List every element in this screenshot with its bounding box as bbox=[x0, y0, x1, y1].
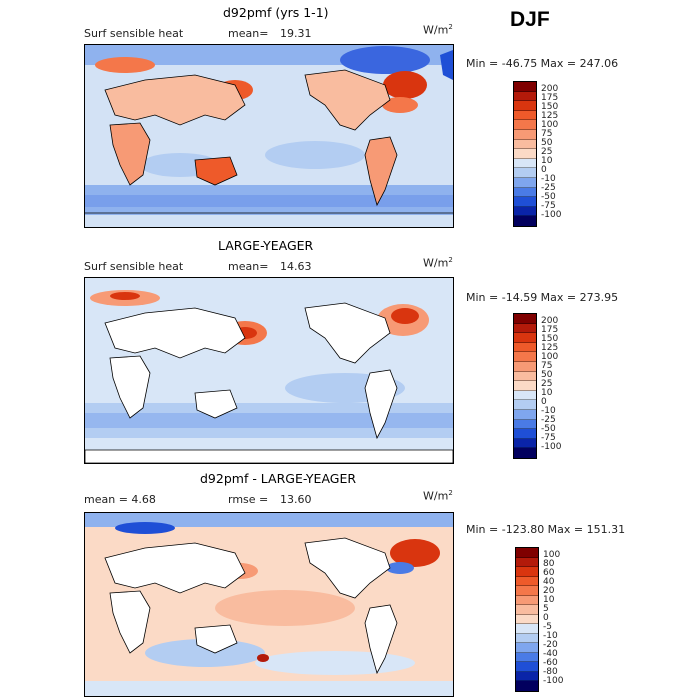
panel-2-map-svg bbox=[85, 278, 453, 463]
cbar-3-label: -60 bbox=[543, 658, 558, 668]
cbar-3-label: 40 bbox=[543, 577, 555, 587]
cbar-3-label: 5 bbox=[543, 604, 549, 614]
panel-1-map-svg bbox=[85, 45, 453, 227]
cbar-1-label: -100 bbox=[541, 210, 562, 220]
cbar-2-label: -75 bbox=[541, 433, 556, 443]
panel-3-rmse-value: 13.60 bbox=[280, 493, 312, 506]
cbar-1-label: -25 bbox=[541, 183, 556, 193]
cbar-2-label: 50 bbox=[541, 370, 553, 380]
cbar-1-label: 50 bbox=[541, 138, 553, 148]
panel-3-colorbar bbox=[515, 547, 539, 692]
cbar-1-label: -50 bbox=[541, 192, 556, 202]
cbar-3-label: -40 bbox=[543, 649, 558, 659]
cbar-1-label: 175 bbox=[541, 93, 559, 103]
cbar-3-label: -20 bbox=[543, 640, 558, 650]
panel-1-map bbox=[84, 44, 454, 228]
cbar-1-label: 150 bbox=[541, 102, 559, 112]
cbar-1-label: 75 bbox=[541, 129, 553, 139]
cbar-1-label: -75 bbox=[541, 201, 556, 211]
panel-1-title: d92pmf (yrs 1-1) bbox=[223, 5, 329, 20]
panel-1-minmax: Min = -46.75 Max = 247.06 bbox=[466, 57, 619, 70]
cbar-3-label: -10 bbox=[543, 631, 558, 641]
panel-3-minmax: Min = -123.80 Max = 151.31 bbox=[466, 523, 626, 536]
cbar-1-label: 25 bbox=[541, 147, 553, 157]
panel-2-minmax: Min = -14.59 Max = 273.95 bbox=[466, 291, 619, 304]
panel-1-mean-value: 19.31 bbox=[280, 27, 312, 40]
panel-1-mean-label: mean= bbox=[228, 27, 269, 40]
cbar-3-label: 20 bbox=[543, 586, 555, 596]
panel-1-colorbar-labels: 200 175 150 125 100 75 50 25 10 0 -10 -2… bbox=[541, 84, 581, 228]
cbar-3-label: 60 bbox=[543, 568, 555, 578]
cbar-2-label: -50 bbox=[541, 424, 556, 434]
panel-3-colorbar-labels: 100 80 60 40 20 10 5 0 -5 -10 -20 -40 -6… bbox=[543, 550, 583, 693]
cbar-3-label: -5 bbox=[543, 622, 552, 632]
panel-2-map bbox=[84, 277, 454, 464]
cbar-2-label: -10 bbox=[541, 406, 556, 416]
panel-2-title: LARGE-YEAGER bbox=[218, 238, 314, 253]
cbar-3-label: 10 bbox=[543, 595, 555, 605]
panel-2-mean-label: mean= bbox=[228, 260, 269, 273]
cbar-2-label: 200 bbox=[541, 316, 559, 326]
season-label: DJF bbox=[510, 8, 550, 31]
cbar-3-label: -100 bbox=[543, 676, 564, 686]
panel-2-colorbar-labels: 200 175 150 125 100 75 50 25 10 0 -10 -2… bbox=[541, 316, 581, 460]
cbar-2-label: 25 bbox=[541, 379, 553, 389]
cbar-1-label: 10 bbox=[541, 156, 553, 166]
cbar-1-label: 125 bbox=[541, 111, 559, 121]
panel-3-map-svg bbox=[85, 513, 453, 696]
cbar-3-label: -80 bbox=[543, 667, 558, 677]
panel-3-rmse-label: rmse = bbox=[228, 493, 269, 506]
cbar-1-label: 0 bbox=[541, 165, 547, 175]
panel-1-colorbar bbox=[513, 81, 537, 227]
panel-3-mean-text: mean = 4.68 bbox=[84, 493, 156, 506]
panel-2-mean-value: 14.63 bbox=[280, 260, 312, 273]
cbar-3-label: 0 bbox=[543, 613, 549, 623]
cbar-2-label: -100 bbox=[541, 442, 562, 452]
cbar-1-label: 200 bbox=[541, 84, 559, 94]
cbar-2-label: 100 bbox=[541, 352, 559, 362]
cbar-2-label: 150 bbox=[541, 334, 559, 344]
cbar-2-label: -25 bbox=[541, 415, 556, 425]
cbar-2-label: 75 bbox=[541, 361, 553, 371]
cbar-1-label: -10 bbox=[541, 174, 556, 184]
cbar-3-label: 100 bbox=[543, 550, 561, 560]
cbar-2-label: 10 bbox=[541, 388, 553, 398]
panel-3-units: W/m2 bbox=[423, 489, 453, 503]
cbar-3-label: 80 bbox=[543, 559, 555, 569]
panel-1-variable-label: Surf sensible heat bbox=[84, 27, 184, 40]
cbar-2-label: 125 bbox=[541, 343, 559, 353]
panel-2-variable-label: Surf sensible heat bbox=[84, 260, 184, 273]
panel-3-title: d92pmf - LARGE-YEAGER bbox=[200, 471, 357, 486]
cbar-2-label: 0 bbox=[541, 397, 547, 407]
panel-2-colorbar bbox=[513, 313, 537, 459]
panel-3-map bbox=[84, 512, 454, 697]
panel-1-units: W/m2 bbox=[423, 23, 453, 37]
cbar-2-label: 175 bbox=[541, 325, 559, 335]
panel-2-units: W/m2 bbox=[423, 256, 453, 270]
cbar-1-label: 100 bbox=[541, 120, 559, 130]
